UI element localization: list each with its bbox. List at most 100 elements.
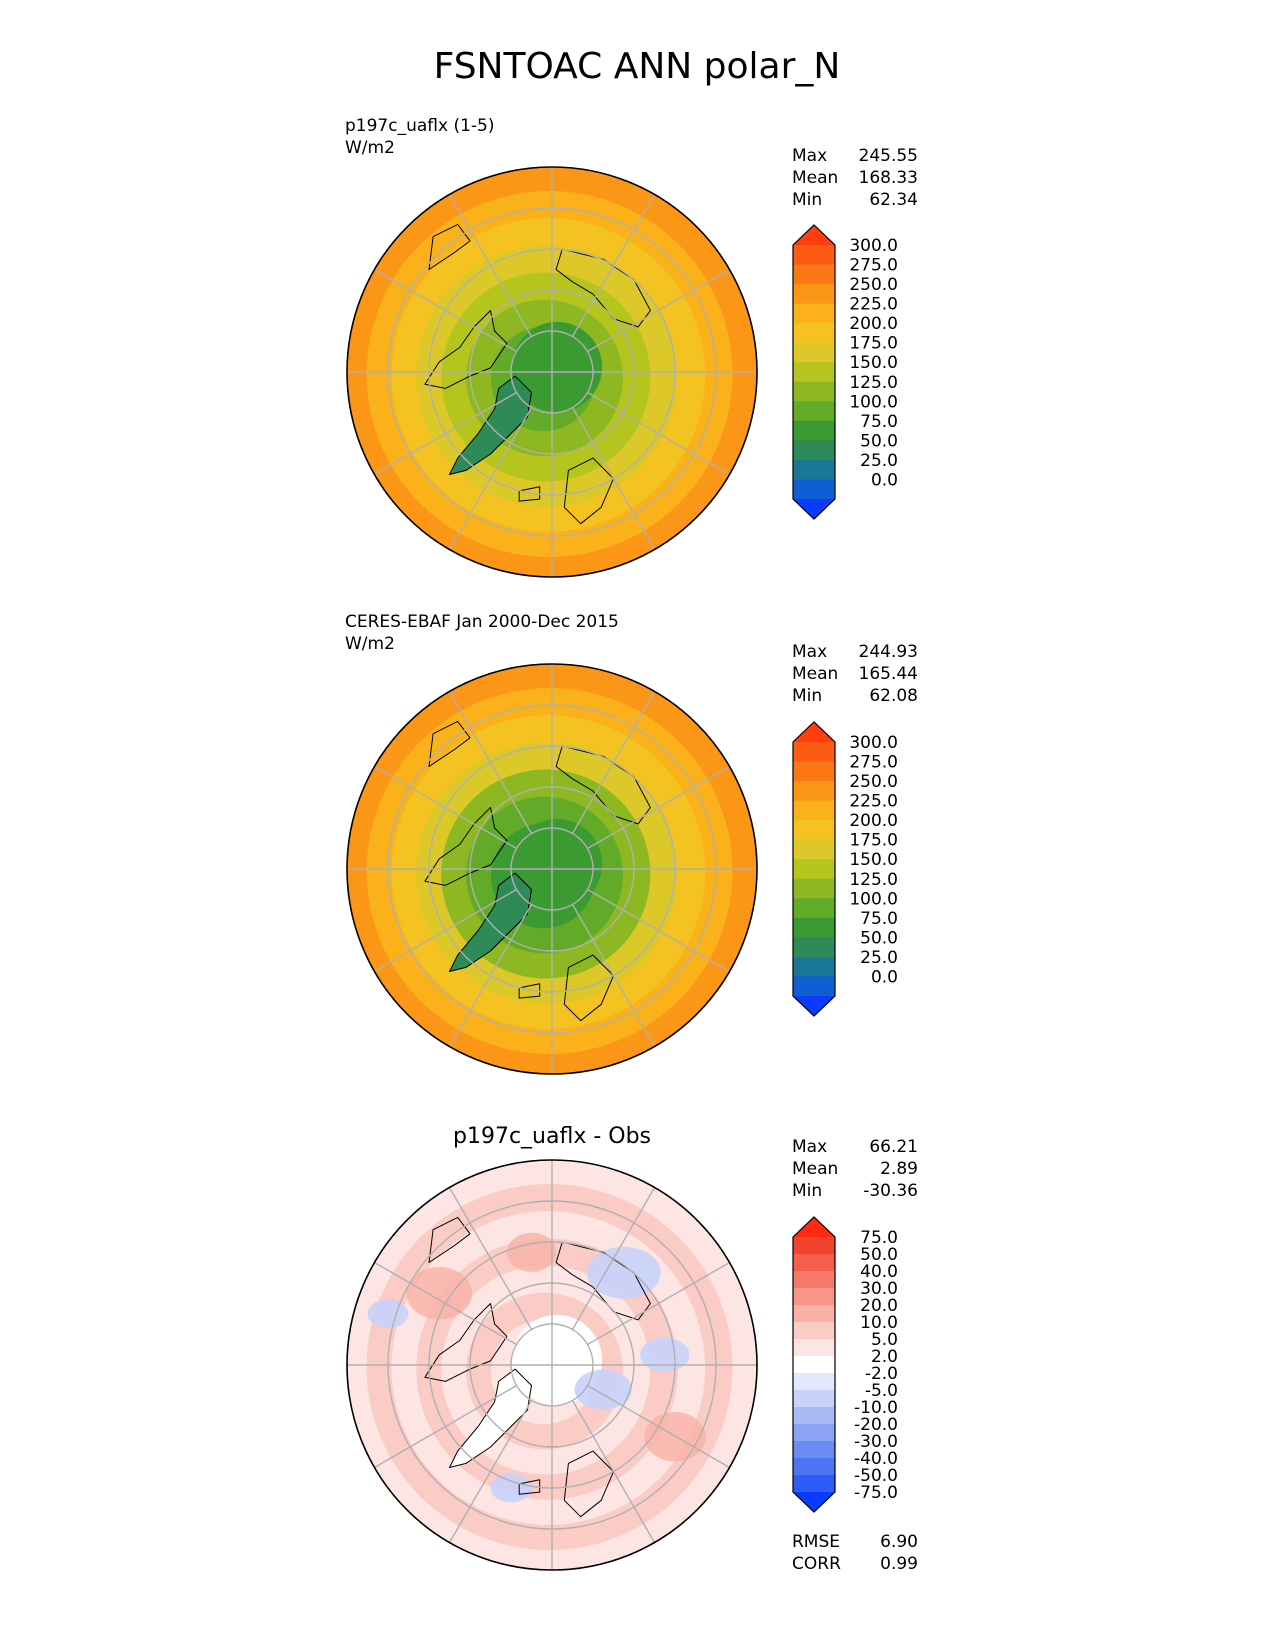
stats-block: Max 245.55 Mean 168.33 Min 62.34 — [792, 146, 918, 210]
meridian — [374, 888, 517, 973]
colorbar-cell — [793, 1271, 835, 1289]
colorbar-cell — [793, 264, 835, 285]
field-blob — [406, 1267, 473, 1320]
colorbar-tick-label: 150.0 — [849, 850, 898, 870]
coastline — [428, 1216, 471, 1263]
colorbar-cell — [793, 878, 835, 899]
colorbar-extend-min — [793, 1492, 835, 1512]
colorbar-cell — [793, 303, 835, 324]
map-boundary — [346, 166, 758, 578]
colorbar-cell — [793, 362, 835, 383]
meridian — [571, 407, 656, 550]
colorbar-cell — [793, 820, 835, 841]
panel-diff: p197c_uaflx - Obs Max 66.21 Mean 2.89 Mi… — [346, 1124, 918, 1574]
colorbar-tick-label: -40.0 — [854, 1449, 898, 1469]
colorbar-tick-label: 125.0 — [849, 373, 898, 393]
colorbar-tick-label: 75.0 — [860, 1228, 898, 1248]
field-layer — [347, 664, 757, 1074]
colorbar-cell — [793, 459, 835, 480]
colorbar-extend-max — [793, 1217, 835, 1237]
colorbar-tick-label: -50.0 — [854, 1466, 898, 1486]
stat-value: 62.34 — [869, 190, 918, 210]
colorbar-cell — [793, 1288, 835, 1306]
colorbar-tick-label: 25.0 — [860, 948, 898, 968]
colorbar: 300.0275.0250.0225.0200.0175.0150.0125.0… — [792, 721, 898, 1017]
stat-name: Min — [792, 1181, 822, 1201]
colorbar-extend-min — [793, 996, 835, 1016]
colorbar-cell — [793, 1441, 835, 1459]
field-layer — [347, 167, 757, 577]
coastline — [424, 807, 508, 886]
colorbar-tick-label: 40.0 — [860, 1262, 898, 1282]
colorbar-cell — [793, 381, 835, 402]
meridian — [374, 268, 517, 353]
colorbar-cell — [793, 245, 835, 266]
colorbar-cell — [793, 420, 835, 441]
colorbar-tick-label: -75.0 — [854, 1483, 898, 1503]
stat-name: Max — [792, 1137, 827, 1157]
colorbar-cell — [793, 859, 835, 880]
colorbar-cell — [793, 742, 835, 763]
colorbar-tick-label: -20.0 — [854, 1415, 898, 1435]
coastline — [428, 720, 471, 767]
meridian — [571, 1187, 656, 1330]
stat-value: 0.99 — [880, 1554, 918, 1574]
stat-name: Mean — [792, 168, 838, 188]
colorbar-tick-label: 2.0 — [871, 1347, 898, 1367]
meridian — [571, 194, 656, 337]
colorbar-tick-label: 100.0 — [849, 392, 898, 412]
colorbar-tick-label: 50.0 — [860, 1245, 898, 1265]
colorbar-tick-label: -30.0 — [854, 1432, 898, 1452]
colorbar-tick-label: 100.0 — [849, 889, 898, 909]
meridian — [587, 1384, 730, 1469]
colorbar-tick-label: 10.0 — [860, 1313, 898, 1333]
colorbar-tick-label: 150.0 — [849, 353, 898, 373]
panel-label: CERES-EBAF Jan 2000-Dec 2015 W/m2 — [345, 612, 619, 654]
panel-label-line: W/m2 — [345, 138, 395, 158]
colorbar-tick-label: 50.0 — [860, 928, 898, 948]
panel-label-line: W/m2 — [345, 634, 395, 654]
panel-label-line: p197c_uaflx (1-5) — [345, 116, 494, 136]
meridian — [587, 765, 730, 850]
field-pole — [511, 818, 603, 910]
colorbar-cell — [793, 1390, 835, 1408]
panel-label: p197c_uaflx (1-5) W/m2 — [345, 116, 494, 158]
stats-block: Max 244.93 Mean 165.44 Min 62.08 — [792, 642, 918, 706]
map-boundary — [346, 663, 758, 1075]
panel-model: p197c_uaflx (1-5) W/m2 Max 245.55 Mean 1… — [345, 116, 918, 578]
colorbar-tick-label: 175.0 — [849, 334, 898, 354]
meridian — [571, 691, 656, 834]
colorbar-tick-label: 175.0 — [849, 831, 898, 851]
colorbar-tick-label: 5.0 — [871, 1330, 898, 1350]
meridian — [448, 194, 533, 337]
panel-label-line: CERES-EBAF Jan 2000-Dec 2015 — [345, 612, 619, 632]
colorbar-cell — [793, 1254, 835, 1272]
colorbar-tick-label: 0.0 — [871, 470, 898, 490]
colorbar-tick-label: 300.0 — [849, 236, 898, 256]
meridian — [448, 691, 533, 834]
coastline — [563, 954, 614, 1022]
colorbar-cell — [793, 1237, 835, 1255]
meridian — [448, 904, 533, 1047]
meridian — [448, 1187, 533, 1330]
graticule — [347, 664, 757, 1074]
colorbar: 75.050.040.030.020.010.05.02.0-2.0-5.0-1… — [792, 1216, 898, 1513]
diff-title: p197c_uaflx - Obs — [453, 1124, 651, 1149]
coastline — [555, 1241, 651, 1321]
colorbar-cell — [793, 1458, 835, 1476]
polar-map — [346, 1159, 758, 1571]
meridian — [448, 1400, 533, 1543]
colorbar-tick-label: 75.0 — [860, 412, 898, 432]
colorbar-cell — [793, 323, 835, 344]
stat-name: Max — [792, 642, 827, 662]
colorbar-tick-label: 75.0 — [860, 909, 898, 929]
colorbar-tick-label: 275.0 — [849, 256, 898, 276]
graticule — [347, 1160, 757, 1570]
colorbar-cell — [793, 917, 835, 938]
colorbar-cell — [793, 284, 835, 305]
colorbar-cell — [793, 898, 835, 919]
colorbar-cell — [793, 342, 835, 363]
colorbar-tick-label: 30.0 — [860, 1279, 898, 1299]
stat-name: Min — [792, 686, 822, 706]
stat-value: 62.08 — [869, 686, 918, 706]
